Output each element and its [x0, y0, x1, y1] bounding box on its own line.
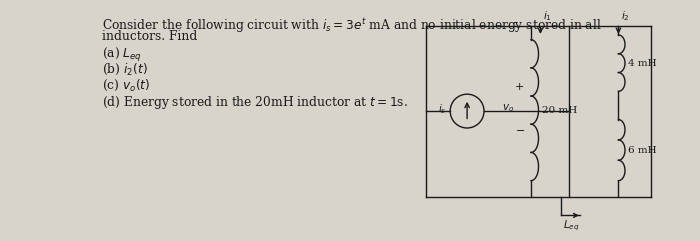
Text: 20 mH: 20 mH [542, 106, 578, 115]
Text: (c) $v_o(t)$: (c) $v_o(t)$ [102, 78, 150, 94]
Text: 4 mH: 4 mH [628, 59, 657, 68]
Text: (b) $i_2(t)$: (b) $i_2(t)$ [102, 62, 147, 77]
Text: inductors. Find: inductors. Find [102, 30, 197, 43]
Text: $i_s$: $i_s$ [438, 102, 447, 116]
Text: 6 mH: 6 mH [628, 146, 657, 154]
Text: (d) Energy stored in the 20mH inductor at $t = 1$s.: (d) Energy stored in the 20mH inductor a… [102, 94, 407, 111]
Text: $i_2$: $i_2$ [621, 9, 630, 23]
Text: $v_o$: $v_o$ [502, 102, 514, 114]
Text: $L_{eq}$: $L_{eq}$ [563, 218, 580, 233]
Text: $-$: $-$ [514, 124, 525, 134]
Text: Consider the following circuit with $i_s = 3e^t$ mA and no initial energy stored: Consider the following circuit with $i_s… [102, 16, 601, 35]
Text: +: + [515, 82, 524, 92]
Text: (a) $L_{eq}$: (a) $L_{eq}$ [102, 46, 141, 64]
Text: $i_1$: $i_1$ [543, 9, 552, 23]
